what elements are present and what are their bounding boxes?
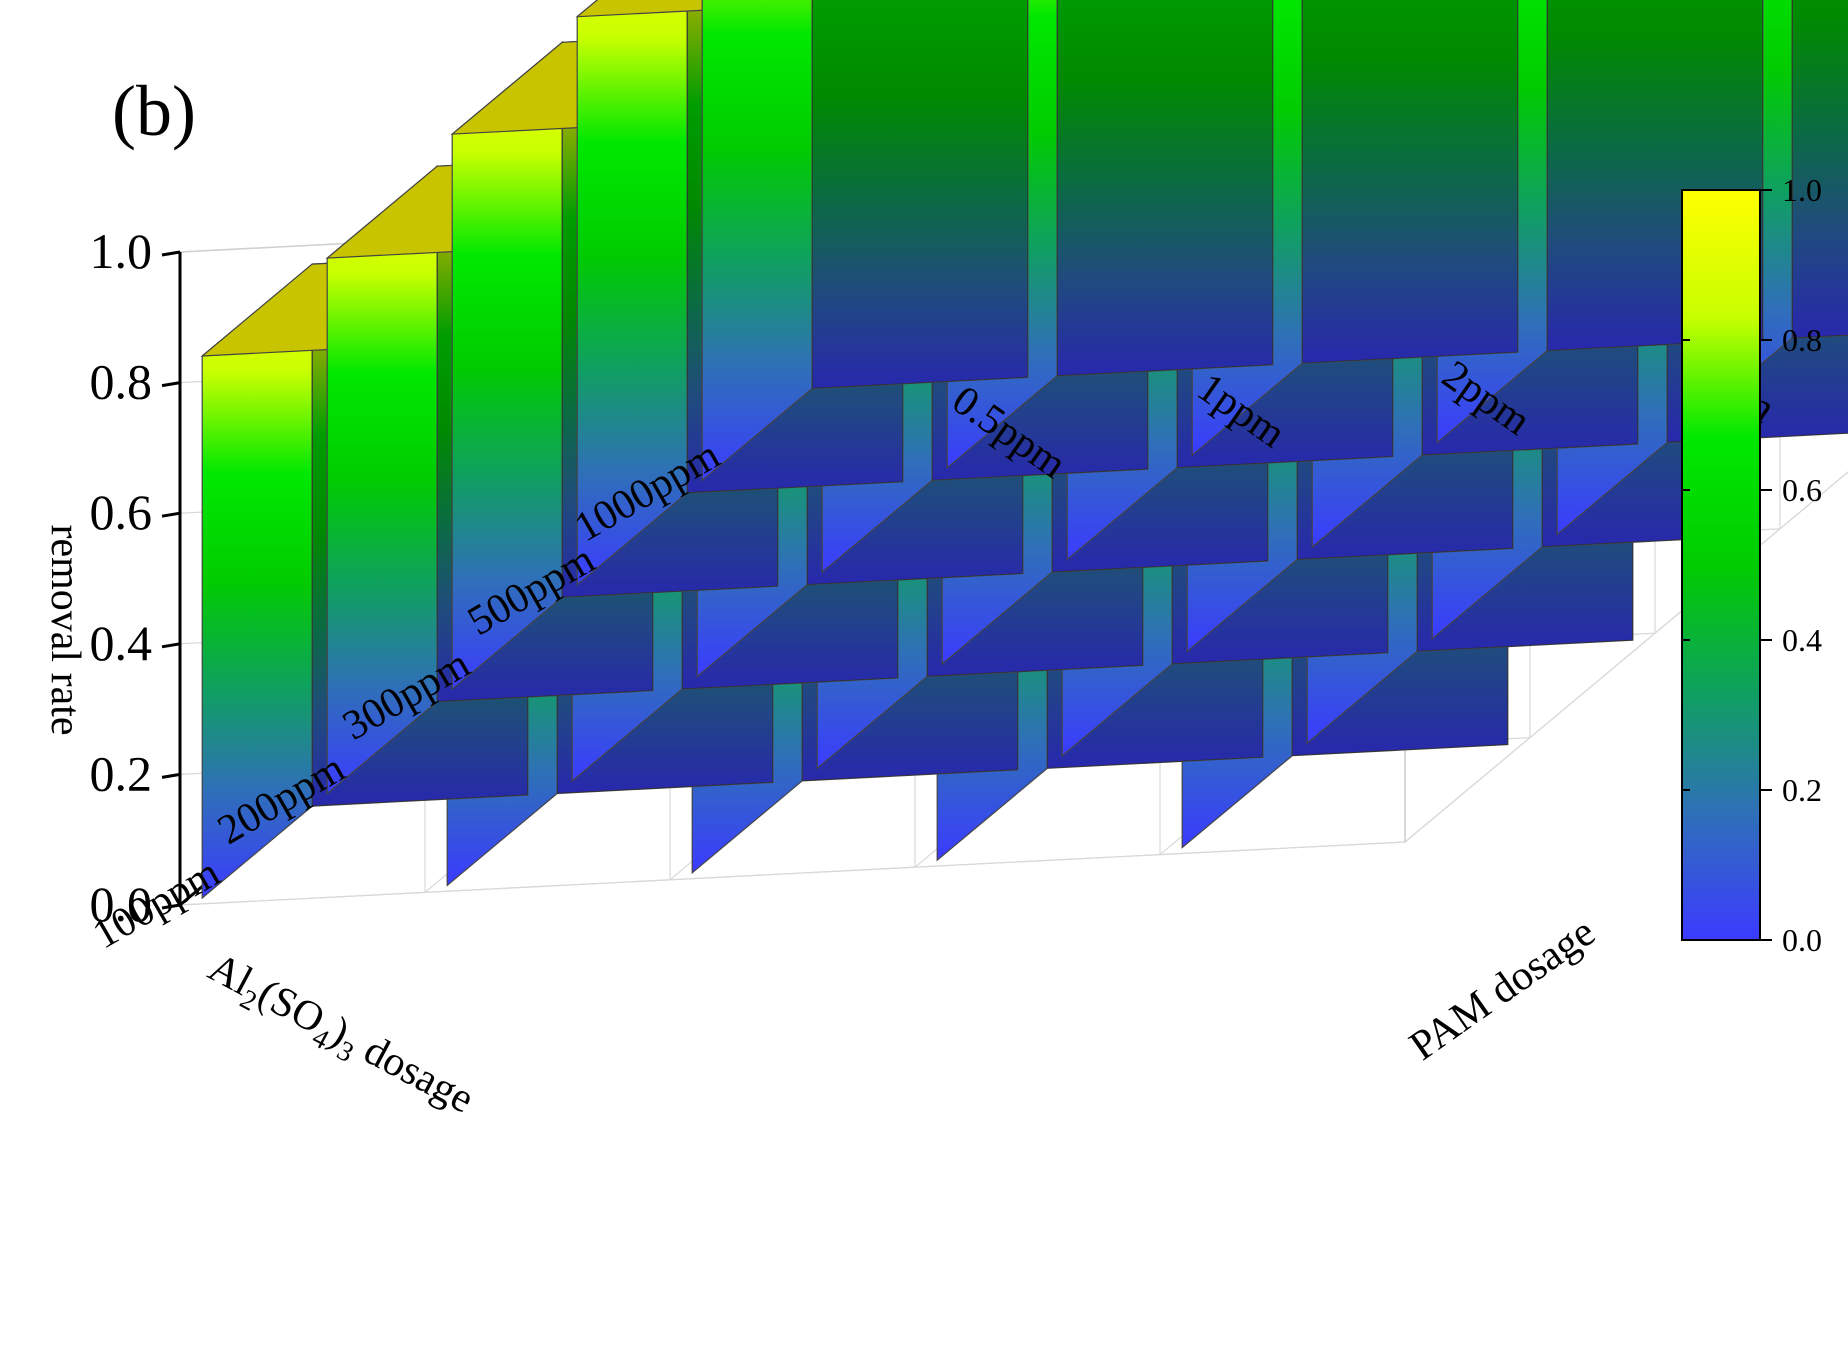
z-tick-label: 0.0 bbox=[90, 876, 153, 932]
z-tick bbox=[161, 511, 181, 518]
bar-side-shade bbox=[812, 0, 1028, 389]
bar-front-face bbox=[576, 0, 688, 587]
z-tick bbox=[161, 772, 181, 779]
colorbar-tick-label: 0.4 bbox=[1782, 622, 1822, 658]
colorbar: 0.0 0.2 0.4 0.6 0.8 1.0 bbox=[1681, 172, 1822, 958]
colorbar-tick-label: 0.2 bbox=[1782, 772, 1822, 808]
bar-side-face bbox=[1791, 0, 1848, 339]
z-tick bbox=[161, 250, 181, 257]
colorbar-tick-label: 0.0 bbox=[1782, 922, 1822, 958]
z-tick-label: 0.6 bbox=[90, 484, 153, 540]
y-axis-title: PAM dosage bbox=[1402, 909, 1604, 1070]
bar-side-shade bbox=[1302, 0, 1518, 364]
z-tick-label: 0.4 bbox=[90, 615, 153, 671]
colorbar-tick-label: 0.8 bbox=[1782, 322, 1822, 358]
z-tick-label: 1.0 bbox=[90, 223, 153, 279]
z-axis-title: removal rate bbox=[42, 524, 88, 735]
panel-label: (b) bbox=[112, 71, 196, 151]
colorbar-gradient bbox=[1681, 189, 1761, 941]
bar-side-shade bbox=[1057, 0, 1273, 376]
colorbar-ticks: 0.0 0.2 0.4 0.6 0.8 1.0 bbox=[1682, 172, 1822, 958]
x-axis-title: Al2(SO4)3 dosage bbox=[198, 944, 481, 1128]
bar-side-face bbox=[1301, 0, 1519, 364]
z-tick bbox=[161, 381, 181, 388]
bar-side-shade bbox=[1792, 0, 1848, 339]
colorbar-tick-label: 1.0 bbox=[1782, 172, 1822, 208]
z-tick bbox=[161, 903, 181, 910]
z-tick-label: 0.8 bbox=[90, 354, 153, 410]
bar-side-face bbox=[1056, 0, 1274, 377]
bar bbox=[701, 0, 1029, 482]
z-tick-label: 0.2 bbox=[90, 745, 153, 801]
bar-front-face bbox=[701, 0, 813, 482]
bar-side-face bbox=[811, 0, 1029, 390]
grid-line bbox=[179, 841, 1406, 906]
colorbar-tick-label: 0.6 bbox=[1782, 472, 1822, 508]
z-tick bbox=[161, 642, 181, 649]
